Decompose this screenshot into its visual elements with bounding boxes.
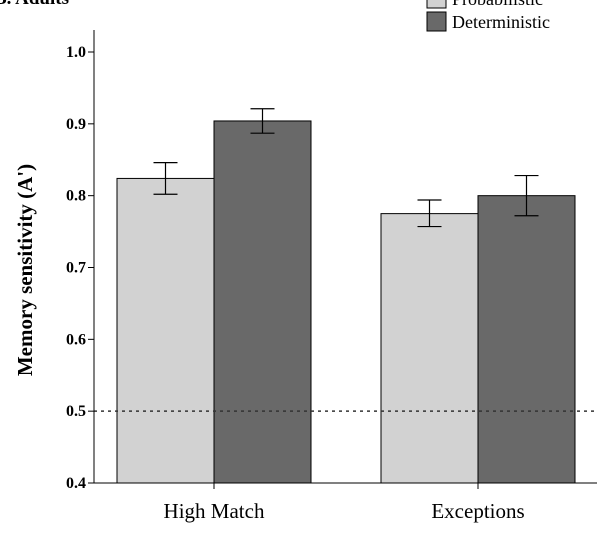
legend: Probabilistic Deterministic	[426, 0, 550, 32]
legend-swatch-probabilistic	[426, 0, 447, 9]
y-tick-label: 0.9	[66, 116, 86, 133]
error-bar-high-match-deterministic	[250, 108, 275, 134]
bar-exceptions-probabilistic	[380, 213, 479, 484]
y-tick-label: 0.4	[66, 475, 86, 492]
y-tick-label: 0.5	[66, 403, 86, 420]
y-axis-title: Memory sensitivity (A')	[13, 164, 37, 376]
bar-high-match-deterministic	[213, 120, 312, 484]
plot-area	[94, 108, 597, 484]
legend-item-probabilistic: Probabilistic	[426, 0, 543, 9]
x-axis: High Match Exceptions	[94, 482, 597, 523]
error-bar-high-match-probabilistic	[153, 162, 178, 195]
y-tick-label: 0.8	[66, 188, 86, 205]
bar-high-match-probabilistic	[116, 177, 215, 484]
bar-exceptions-deterministic	[477, 195, 576, 484]
y-tick-label: 0.7	[66, 260, 86, 277]
error-bar-exceptions-probabilistic	[417, 199, 442, 228]
legend-swatch-deterministic	[426, 11, 447, 32]
legend-item-deterministic: Deterministic	[426, 11, 550, 32]
y-tick-label: 0.6	[66, 331, 86, 348]
error-bar-exceptions-deterministic	[514, 174, 539, 217]
panel-label: B. Adults	[0, 0, 69, 9]
x-tick-label-exceptions: Exceptions	[431, 499, 524, 523]
x-tick-label-high-match: High Match	[164, 499, 265, 523]
y-tick-label: 1.0	[66, 44, 86, 61]
legend-label-probabilistic: Probabilistic	[452, 0, 543, 9]
legend-label-deterministic: Deterministic	[452, 12, 550, 32]
y-axis: 0.4 0.5 0.6 0.7 0.8 0.9 1.0	[66, 30, 95, 492]
